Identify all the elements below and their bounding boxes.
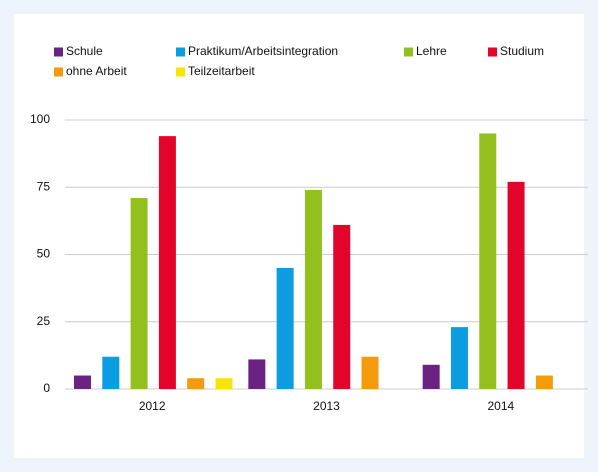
legend-label: Praktikum/Arbeitsintegration bbox=[188, 44, 338, 58]
y-tick-label: 50 bbox=[37, 247, 51, 261]
legend-label: Teilzeitarbeit bbox=[188, 64, 255, 78]
y-tick-label: 100 bbox=[30, 112, 50, 126]
x-tick-label: 2012 bbox=[139, 399, 166, 413]
y-tick-label: 25 bbox=[37, 314, 51, 328]
x-tick-label: 2013 bbox=[313, 399, 340, 413]
legend-swatch bbox=[176, 47, 185, 57]
legend-swatch bbox=[176, 67, 185, 77]
legend-swatch bbox=[404, 47, 413, 57]
legend-swatch bbox=[54, 47, 63, 57]
bar bbox=[130, 198, 148, 389]
legend-label: ohne Arbeit bbox=[66, 64, 127, 78]
bar bbox=[507, 181, 525, 389]
x-tick-label: 2014 bbox=[487, 399, 514, 413]
y-tick-label: 0 bbox=[43, 381, 50, 395]
bar bbox=[450, 327, 468, 389]
legend-label: Schule bbox=[66, 44, 103, 58]
bar bbox=[215, 378, 233, 389]
bar bbox=[102, 356, 120, 389]
y-tick-label: 75 bbox=[37, 179, 51, 193]
bar bbox=[361, 356, 379, 389]
legend-swatch bbox=[54, 67, 63, 77]
bar bbox=[422, 364, 440, 389]
bar bbox=[479, 133, 497, 389]
bar bbox=[158, 136, 176, 389]
bar bbox=[535, 375, 553, 389]
bar bbox=[248, 359, 266, 389]
bar bbox=[304, 189, 322, 389]
bar bbox=[333, 224, 351, 389]
panel bbox=[14, 14, 584, 458]
bar bbox=[276, 267, 294, 389]
legend-label: Lehre bbox=[416, 44, 447, 58]
legend-swatch bbox=[488, 47, 497, 57]
bar bbox=[74, 375, 91, 389]
bar bbox=[187, 378, 205, 389]
legend-label: Studium bbox=[500, 44, 544, 58]
